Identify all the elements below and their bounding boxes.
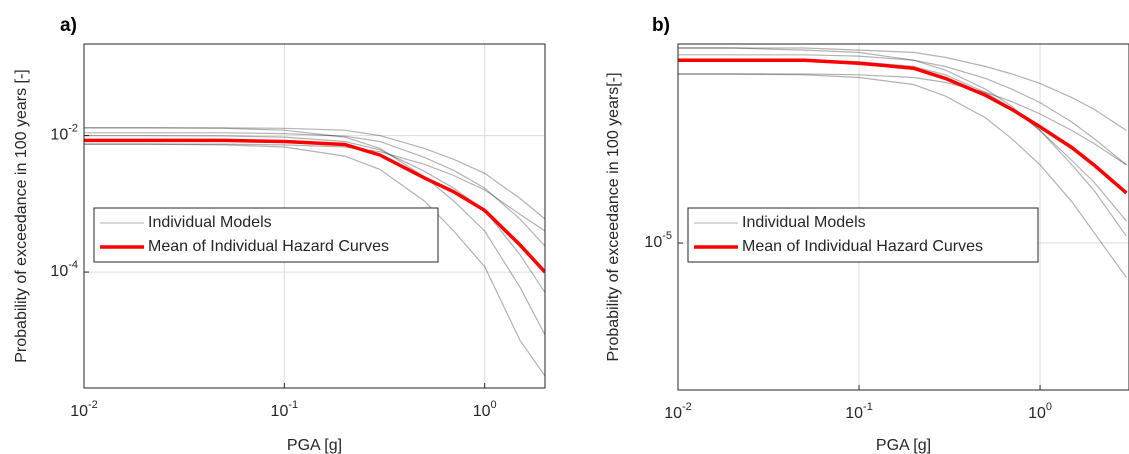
model-curve [678, 47, 1127, 237]
legend-label: Mean of Individual Hazard Curves [742, 238, 983, 255]
tick-exponent: 0 [1046, 401, 1052, 413]
legend-box [687, 207, 1039, 263]
model-curve [84, 132, 545, 247]
mean-curve [678, 58, 1128, 195]
mean-curve [84, 138, 545, 274]
tick-exponent: 0 [491, 399, 497, 411]
panel-label: b) [652, 15, 670, 36]
tick-base: 10 [50, 263, 68, 280]
tick-label: 10-5 [644, 230, 672, 251]
tick-label: 10-2 [664, 401, 692, 422]
model-curve [84, 143, 545, 377]
tick-exponent: -1 [288, 399, 298, 411]
legend-label: Individual Models [742, 214, 866, 231]
tick-exponent: -2 [68, 123, 78, 135]
tick-base: 10 [644, 234, 662, 251]
tick-exponent: -5 [662, 230, 672, 242]
tick-label: 100 [1028, 401, 1052, 422]
tick-base: 10 [473, 403, 491, 420]
tick-exponent: -1 [863, 401, 873, 413]
tick-label: 100 [473, 399, 497, 420]
tick-label: 10-2 [50, 123, 78, 144]
tick-label: 10-2 [70, 399, 98, 420]
tick-label: 10-4 [50, 259, 78, 280]
y-axis-label: Probability of exceedance in 100 years [… [13, 69, 30, 363]
x-axis-label: PGA [g] [876, 437, 931, 454]
tick-base: 10 [664, 405, 682, 422]
model-curve [84, 127, 545, 336]
plot-lines [84, 127, 545, 377]
y-axis-label: Probability of exceedance in 100 years[-… [605, 72, 622, 361]
legend-label: Individual Models [148, 214, 272, 231]
model-curve [678, 47, 1127, 132]
legend-label: Mean of Individual Hazard Curves [148, 238, 389, 255]
tick-base: 10 [271, 403, 289, 420]
tick-base: 10 [1028, 405, 1046, 422]
model-curve [84, 127, 545, 220]
panel-label: a) [60, 15, 77, 36]
tick-base: 10 [50, 127, 68, 144]
tick-label: 10-1 [845, 401, 873, 422]
tick-base: 10 [70, 403, 88, 420]
model-curve [84, 135, 545, 293]
tick-exponent: -2 [88, 399, 98, 411]
plot-lines [678, 47, 1128, 278]
tick-base: 10 [845, 405, 863, 422]
tick-exponent: -4 [68, 259, 78, 271]
legend-box [93, 207, 439, 263]
tick-label: 10-1 [271, 399, 299, 420]
axes-box [83, 43, 546, 389]
x-axis-label: PGA [g] [287, 437, 342, 454]
model-curve [84, 143, 545, 232]
axes-box [677, 43, 1129, 391]
model-curve [678, 73, 1127, 278]
model-curve [678, 54, 1127, 166]
tick-exponent: -2 [682, 401, 692, 413]
